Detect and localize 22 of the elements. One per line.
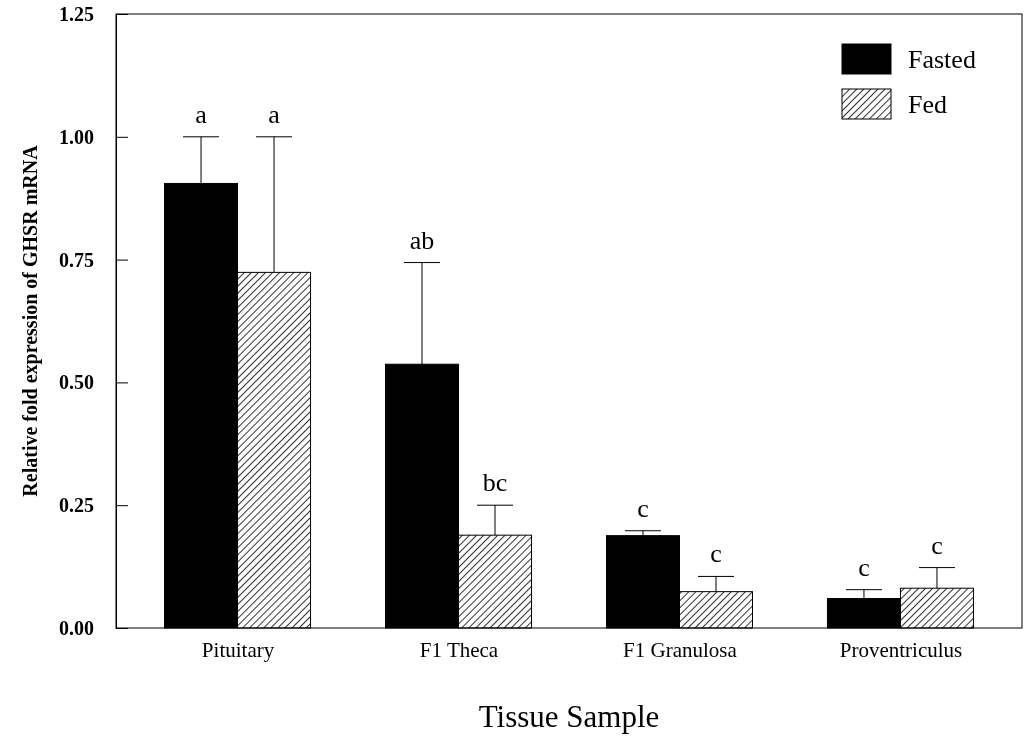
legend-label: Fed: [908, 90, 947, 119]
annotation: a: [195, 99, 208, 129]
legend-label: Fasted: [908, 45, 976, 74]
y-tick-label: 1.25: [59, 2, 94, 25]
y-tick-label: 0.00: [59, 616, 94, 639]
annotation: ab: [409, 225, 435, 255]
y-tick-label: 0.25: [59, 494, 94, 517]
x-tick-label: Proventriculus: [839, 637, 963, 662]
x-tick-label: F1 Granulosa: [623, 637, 738, 662]
annotation: bc: [482, 468, 508, 498]
y-tick-label: 0.50: [59, 371, 94, 394]
annotation: c: [710, 539, 722, 569]
annotation: c: [637, 493, 649, 523]
x-tick-label: Pituitary: [201, 637, 275, 662]
y-tick-label: 1.00: [59, 125, 94, 148]
annotation: a: [268, 99, 281, 129]
annotation: c: [931, 530, 943, 560]
x-axis-title: Tissue Sample: [478, 699, 660, 734]
x-tick-label: F1 Theca: [419, 637, 499, 662]
annotation: c: [858, 552, 870, 582]
y-axis-title: Relative fold expression of GHSR mRNA: [19, 144, 42, 497]
y-tick-label: 0.75: [59, 248, 94, 271]
